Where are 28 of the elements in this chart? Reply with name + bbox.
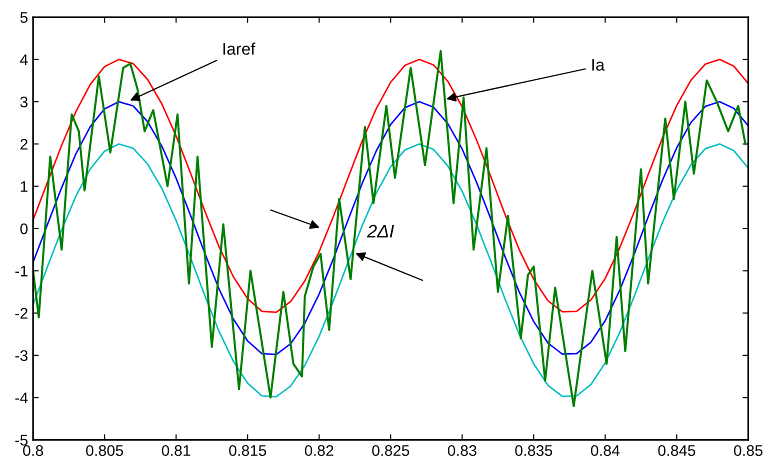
x-tick-label: 0.815 [229,445,266,456]
annotation: Iaref [223,42,256,55]
line-series [33,58,748,313]
x-tick-label: 0.85 [734,445,762,456]
y-tick-label: 1 [20,181,28,192]
y-tick-label: -3 [15,350,28,362]
y-tick-label: -4 [15,392,28,404]
line-series [33,100,748,356]
y-tick-label: 4 [20,54,28,65]
x-tick-label: 0.8 [23,445,44,456]
x-tick-label: 0.82 [304,445,334,456]
x-tick-label: 0.805 [86,445,124,456]
y-tick-label: -2 [15,308,28,319]
annotation: Ia [592,59,605,71]
y-tick-label: 2 [20,138,28,150]
x-tick-label: 0.835 [515,445,552,456]
y-tick-label: -5 [15,434,28,446]
x-tick-label: 0.845 [658,445,696,456]
x-tick-label: 0.825 [372,445,410,456]
x-tick-label: 0.81 [162,445,190,456]
x-tick-label: 0.83 [448,445,476,456]
y-tick-label: 5 [20,12,28,23]
line-series [33,143,748,398]
y-tick-label: -1 [15,266,28,276]
annotation: 2ΔI [366,224,394,238]
x-tick-label: 0.84 [590,445,620,456]
y-tick-label: 0 [20,223,28,234]
y-tick-label: 3 [20,96,28,108]
